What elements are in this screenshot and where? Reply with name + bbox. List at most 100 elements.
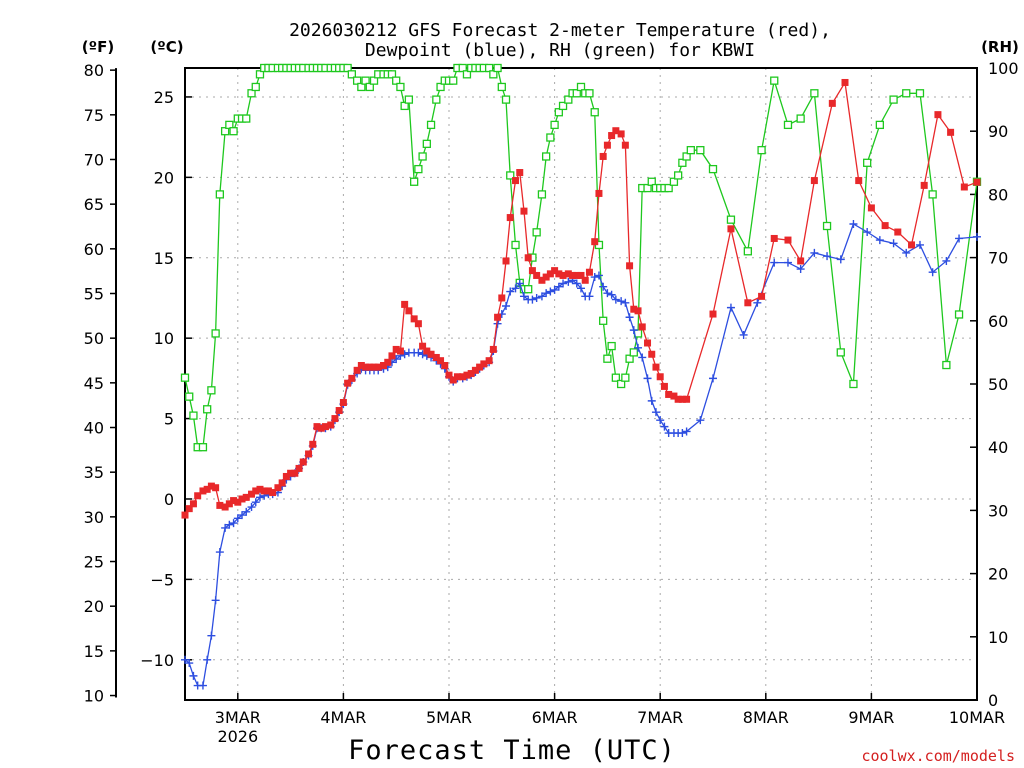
rh-point (215, 190, 224, 199)
day-tick-label: 9MAR (848, 708, 894, 727)
rh-point (810, 89, 819, 98)
fahrenheit-tick-label: 65 (84, 195, 104, 214)
temperature-point (260, 487, 268, 495)
rh-tick-label: 20 (988, 565, 1008, 584)
temperature-point (960, 183, 968, 191)
temperature-point (467, 370, 475, 378)
dewpoint-point (211, 596, 220, 605)
temperature-point (423, 347, 431, 355)
temperature-point (828, 99, 836, 107)
rh-point (796, 114, 805, 123)
temperature-series (181, 78, 981, 519)
rh-point (585, 89, 594, 98)
day-tick-label: 8MAR (743, 708, 789, 727)
dewpoint-point (559, 279, 568, 288)
rh-point (682, 152, 691, 161)
temperature-point (581, 276, 589, 284)
temperature-point (612, 127, 620, 135)
dewpoint-point (515, 279, 524, 288)
rh-point (954, 310, 964, 319)
temperature-point (339, 398, 347, 406)
rh-tick-label: 60 (988, 312, 1008, 331)
dewpoint-point (726, 303, 735, 312)
temperature-point (758, 292, 766, 300)
rh-point (422, 139, 431, 148)
temperature-point (357, 362, 365, 370)
temperature-point (674, 395, 682, 403)
rh-point (770, 76, 779, 85)
dewpoint-line (184, 223, 978, 687)
rh-point (511, 240, 520, 250)
dewpoint-point (629, 326, 638, 335)
rh-point (757, 146, 766, 155)
temperature-point (203, 485, 211, 493)
dewpoint-point (542, 289, 551, 298)
rh-point (347, 70, 356, 79)
rh-point (365, 82, 374, 92)
temperature-point (502, 257, 510, 265)
rh-point (242, 114, 251, 123)
dewpoint-point (189, 671, 198, 680)
rh-point (449, 76, 458, 85)
temperature-point (727, 225, 735, 233)
rh-point (572, 89, 581, 98)
temperature-point (516, 169, 524, 177)
temperature-point (797, 257, 805, 265)
temperature-point (656, 373, 664, 381)
temperature-point (573, 271, 581, 279)
temperature-point (542, 273, 550, 281)
temperature-point (278, 479, 286, 487)
dewpoint-point (836, 255, 845, 264)
temperature-point (551, 267, 559, 275)
dewpoint-point (915, 240, 924, 249)
rh-point (414, 164, 423, 174)
temperature-point (626, 262, 634, 270)
temperature-point (327, 421, 335, 429)
dewpoint-point (528, 295, 537, 304)
rh-point (686, 146, 695, 155)
rh-point (554, 108, 563, 117)
temperature-point (908, 241, 916, 249)
temperature-point (287, 469, 295, 477)
rh-point (392, 76, 401, 85)
dewpoint-point (863, 228, 872, 237)
temperature-point (321, 423, 329, 431)
celsius-tick-label: 15 (154, 249, 174, 268)
temperature-point (683, 395, 691, 403)
rh-point (426, 120, 436, 130)
temperature-point (533, 271, 541, 279)
fahrenheit-tick-label: 40 (84, 419, 104, 438)
temperature-point (599, 152, 607, 160)
rh-point (611, 373, 620, 382)
rh-tick-label: 50 (988, 375, 1008, 394)
axes (110, 67, 978, 701)
temperature-point (512, 177, 520, 185)
rh-tick-label: 80 (988, 185, 1008, 204)
temperature-point (506, 214, 514, 222)
rh-point (669, 177, 679, 186)
temperature-point (559, 271, 567, 279)
dewpoint-point (599, 282, 608, 291)
credit-link[interactable]: coolwx.com/models (861, 747, 1015, 765)
rh-point (211, 329, 220, 338)
rh-point (616, 379, 626, 389)
rh-point (247, 89, 256, 98)
rh-point (343, 63, 352, 73)
temperature-point (348, 374, 356, 382)
rh-point (225, 120, 234, 130)
temperature-point (335, 407, 343, 415)
temperature-point (603, 141, 611, 149)
temperature-point (569, 271, 577, 279)
dewpoint-point (634, 343, 643, 352)
rh-point (462, 70, 472, 79)
temperature-point (181, 511, 189, 519)
temperature-point (388, 352, 396, 360)
temperature-point (221, 503, 229, 511)
temperature-point (489, 345, 497, 353)
temperature-point (670, 392, 678, 400)
temperature-point (480, 360, 488, 368)
fahrenheit-tick-label: 15 (84, 642, 104, 661)
rh-point (836, 348, 845, 357)
temperature-point (459, 373, 467, 381)
